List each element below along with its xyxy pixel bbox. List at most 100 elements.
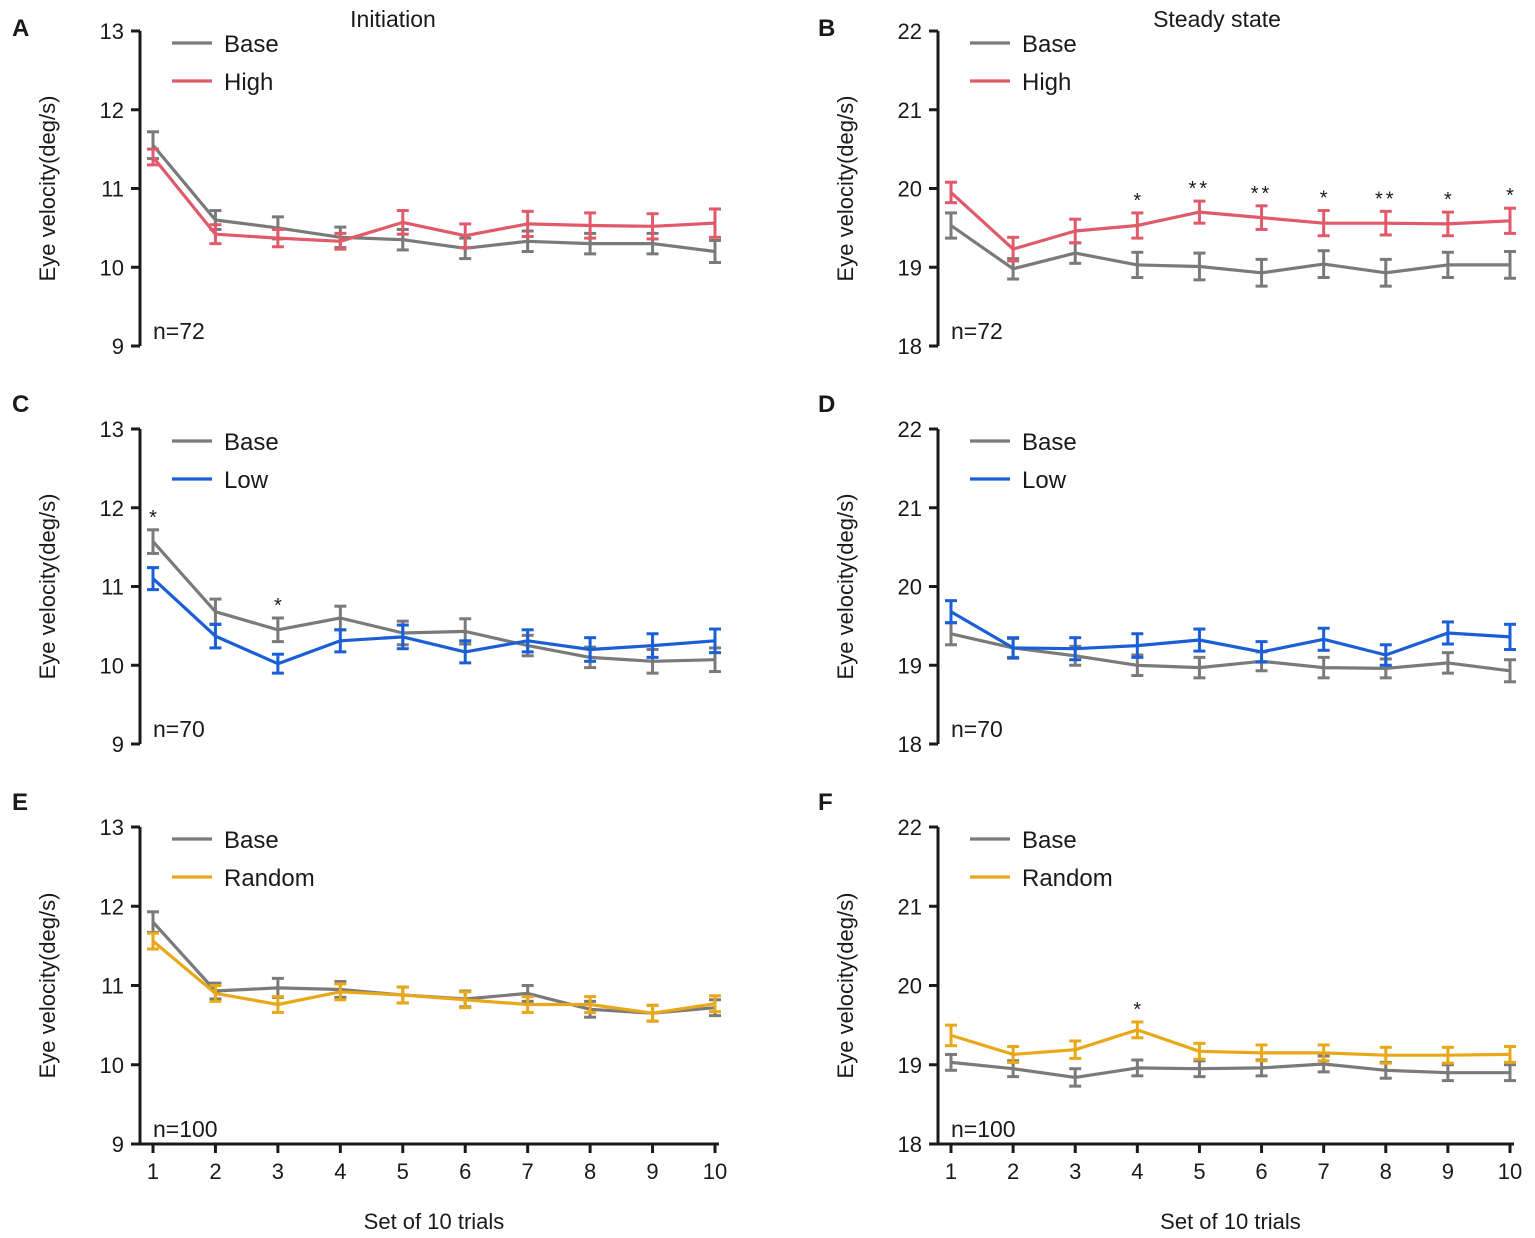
error-bar-f-base-1: [945, 1052, 957, 1072]
series-e-random: [147, 931, 721, 1023]
x-tick-label-f-8: 9: [1442, 1159, 1454, 1184]
error-bar-e-random-1: [147, 931, 159, 951]
error-bar-d-low-5: [1193, 627, 1206, 653]
y-axis-label-f: Eye velocity(deg/s): [833, 893, 858, 1079]
error-bar-e-random-2: [209, 984, 222, 1003]
x-tick-label-e-6: 7: [522, 1159, 534, 1184]
y-tick-label-e-2: 11: [101, 974, 124, 999]
x-tick-label-f-1: 2: [1007, 1159, 1019, 1184]
y-tick-label-b-1: 19: [898, 255, 922, 280]
error-bar-b-high-3: [1069, 217, 1082, 245]
error-bar-e-random-6: [459, 990, 472, 1010]
y-tick-label-a-3: 12: [100, 98, 124, 123]
series-line-b-base: [950, 224, 1510, 275]
significance-marker-c-1: *: [149, 507, 157, 529]
panel-letter-f: F: [818, 789, 833, 816]
x-tick-label-e-9: 10: [703, 1159, 727, 1184]
legend-label-a-high: High: [224, 69, 273, 96]
y-tick-label-c-1: 10: [100, 653, 124, 678]
error-bar-b-high-5: [1193, 199, 1206, 225]
legend-label-b-high: High: [1022, 69, 1071, 96]
x-tick-label-f-0: 1: [945, 1159, 957, 1184]
y-tick-label-f-0: 18: [898, 1132, 922, 1157]
column-title-steady-state: Steady state: [1153, 6, 1281, 32]
error-bar-c-low-6: [459, 639, 472, 665]
error-bar-b-high-2: [1007, 235, 1020, 263]
error-bar-e-random-7: [521, 995, 534, 1014]
error-bar-f-base-3: [1069, 1067, 1082, 1088]
error-bar-b-high-7: [1317, 209, 1330, 238]
error-bar-e-random-8: [584, 995, 597, 1014]
error-bar-b-base-6: [1255, 257, 1268, 288]
n-label-b: n=72: [951, 318, 1003, 344]
series-line-c-base: [151, 540, 716, 663]
y-tick-label-d-4: 22: [898, 417, 922, 442]
error-bar-b-base-7: [1317, 249, 1330, 279]
x-axis-label-e: Set of 10 trials: [364, 1209, 505, 1234]
error-bar-d-base-5: [1193, 655, 1206, 680]
error-bar-b-base-10: [1504, 250, 1516, 280]
panel-f: F 18 19 20 21 22 Eye velocity(deg/s) 1 2 3 4 5 6 7 8 9 1…: [818, 789, 1522, 1234]
y-tick-label-d-0: 18: [898, 732, 922, 757]
column-title-initiation: Initiation: [350, 6, 436, 32]
error-bar-d-base-10: [1504, 658, 1516, 684]
error-bar-b-high-1: [945, 180, 957, 205]
error-bar-a-high-5: [396, 209, 409, 236]
legend-label-c-base: Base: [224, 429, 279, 456]
n-label-a: n=72: [153, 318, 205, 344]
error-bar-b-base-9: [1441, 250, 1454, 279]
error-bar-e-random-5: [396, 985, 409, 1005]
panel-letter-b: B: [818, 15, 835, 42]
error-bar-d-base-7: [1317, 655, 1330, 680]
series-f-random: [945, 1020, 1516, 1065]
legend-label-f-base: Base: [1022, 827, 1077, 854]
y-tick-label-d-2: 20: [898, 575, 922, 600]
panel-a: A 9 10 11 12 13 Eye velocity(deg/s) Base High n=7…: [12, 15, 721, 359]
panel-d: D 18 19 20 21 22 Eye velocity(deg/s) Base Low n=7…: [818, 391, 1516, 757]
error-bar-c-low-10: [709, 627, 721, 655]
series-a-high: [147, 147, 721, 251]
y-axis-label-b: Eye velocity(deg/s): [833, 96, 858, 282]
y-tick-label-b-3: 21: [898, 98, 922, 123]
significance-marker-c-3: *: [274, 595, 282, 617]
error-bar-c-low-1: [147, 566, 159, 592]
y-tick-label-b-0: 18: [898, 334, 922, 359]
x-axis-label-f: Set of 10 trials: [1160, 1209, 1301, 1234]
error-bar-b-high-6: [1255, 204, 1268, 231]
legend-label-d-base: Base: [1022, 429, 1077, 456]
y-tick-label-f-3: 21: [898, 894, 922, 919]
n-label-f: n=100: [951, 1116, 1016, 1142]
x-tick-label-f-2: 3: [1069, 1159, 1081, 1184]
legend-label-f-random: Random: [1022, 865, 1113, 892]
y-tick-label-d-3: 21: [898, 496, 922, 521]
y-axis-label-e: Eye velocity(deg/s): [35, 893, 60, 1079]
panel-letter-c: C: [12, 391, 29, 418]
error-bar-f-random-4: [1131, 1020, 1144, 1040]
error-bar-a-high-3: [271, 227, 284, 249]
y-tick-label-a-2: 11: [101, 177, 124, 202]
error-bar-b-base-8: [1379, 257, 1392, 288]
series-c-base: [147, 528, 721, 675]
error-bar-f-base-4: [1131, 1058, 1144, 1078]
error-bar-c-low-8: [584, 636, 597, 663]
error-bar-e-random-4: [334, 982, 347, 1002]
error-bar-d-low-4: [1131, 632, 1144, 659]
n-label-c: n=70: [153, 716, 205, 742]
error-bar-f-random-6: [1255, 1043, 1268, 1063]
error-bar-f-random-5: [1193, 1041, 1206, 1061]
significance-marker-b-8: **: [1375, 188, 1397, 210]
y-tick-label-c-4: 13: [100, 417, 124, 442]
error-bar-b-base-4: [1131, 250, 1144, 279]
error-bar-b-high-9: [1441, 210, 1454, 238]
y-tick-label-b-4: 22: [898, 19, 922, 44]
error-bar-a-high-7: [521, 209, 534, 239]
error-bar-f-base-5: [1193, 1059, 1206, 1079]
y-tick-label-b-2: 20: [898, 177, 922, 202]
y-axis-label-d: Eye velocity(deg/s): [833, 494, 858, 680]
error-bar-e-random-10: [709, 994, 721, 1014]
error-bar-b-high-4: [1131, 211, 1144, 240]
x-tick-label-e-1: 2: [209, 1159, 221, 1184]
error-bar-f-random-1: [945, 1023, 957, 1048]
series-line-d-base: [950, 632, 1511, 673]
